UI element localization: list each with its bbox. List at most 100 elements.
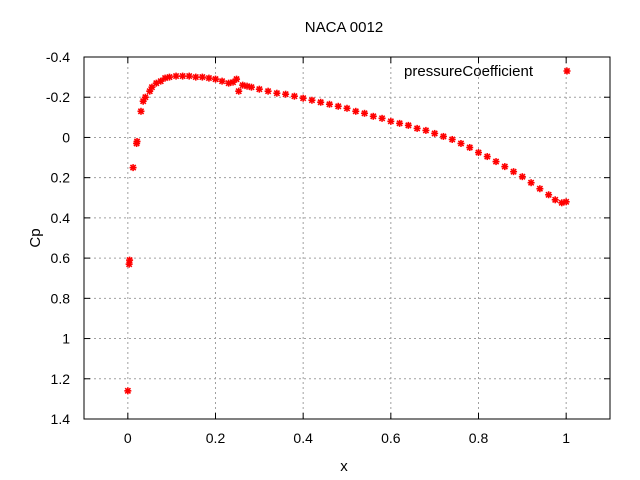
- marker-stroke: [273, 90, 281, 97]
- data-point: [422, 126, 430, 134]
- data-point: [317, 98, 325, 106]
- marker-stroke: [387, 118, 395, 125]
- marker-stroke: [475, 149, 482, 156]
- data-point: [352, 107, 360, 115]
- data-point: [141, 93, 149, 101]
- data-point: [536, 185, 544, 193]
- data-point: [562, 198, 570, 206]
- data-point: [466, 144, 474, 151]
- y-tick-label: 1.4: [51, 411, 71, 427]
- marker-stroke: [519, 173, 526, 180]
- data-point: [218, 77, 226, 85]
- marker-stroke: [124, 387, 132, 395]
- data-point: [192, 73, 200, 81]
- data-point: [545, 191, 553, 199]
- marker-stroke: [527, 179, 535, 186]
- marker-stroke: [199, 73, 206, 81]
- data-point: [510, 168, 518, 176]
- marker-stroke: [361, 110, 368, 117]
- data-point: [137, 107, 145, 115]
- data-point: [124, 387, 132, 395]
- marker-stroke: [205, 74, 213, 82]
- marker-stroke: [212, 75, 219, 83]
- marker-stroke: [492, 158, 500, 165]
- x-tick-label: 0: [124, 430, 132, 446]
- marker-stroke: [248, 83, 255, 91]
- data-point: [501, 163, 509, 171]
- marker-stroke: [484, 153, 491, 160]
- data-point: [165, 73, 173, 81]
- data-point: [133, 137, 141, 145]
- data-point: [179, 72, 187, 80]
- marker-stroke: [343, 105, 351, 112]
- marker-stroke: [233, 75, 240, 83]
- data-point: [431, 129, 439, 137]
- y-tick-label: 0.6: [51, 250, 71, 266]
- y-tick-labels: -0.4 -0.2 0 0.2 0.4 0.6 0.8 1 1.2 1.4: [46, 49, 70, 427]
- marker-stroke: [431, 130, 438, 137]
- chart-title: NACA 0012: [305, 19, 383, 36]
- x-tick-label: 0.2: [206, 430, 226, 446]
- data-point: [334, 102, 342, 110]
- y-tick-label: -0.2: [46, 89, 70, 105]
- x-tick-labels: 0 0.2 0.4 0.6 0.8 1: [124, 430, 570, 446]
- marker-stroke: [370, 113, 377, 120]
- data-point: [527, 179, 535, 187]
- marker-stroke: [457, 140, 465, 147]
- marker-stroke: [186, 72, 193, 80]
- legend: pressureCoefficient: [404, 63, 571, 80]
- data-point: [273, 89, 281, 97]
- marker-stroke: [562, 198, 570, 205]
- y-tick-label: 1: [62, 331, 70, 347]
- marker-stroke: [179, 72, 186, 80]
- data-point: [129, 164, 137, 172]
- y-tick-label: 0: [62, 129, 70, 145]
- marker-stroke: [422, 127, 430, 134]
- y-tick-label: 0.2: [51, 170, 71, 186]
- marker-stroke: [282, 91, 289, 98]
- data-point: [255, 85, 263, 93]
- data-point: [343, 104, 351, 112]
- marker-stroke: [545, 191, 552, 198]
- marker-stroke: [335, 103, 342, 110]
- data-point: [247, 83, 255, 91]
- axis-ticks: [84, 56, 610, 420]
- marker-stroke: [243, 82, 251, 90]
- marker-stroke: [396, 120, 403, 127]
- marker-stroke: [440, 133, 447, 140]
- marker-stroke: [137, 108, 145, 115]
- data-point: [198, 73, 206, 81]
- marker-stroke: [142, 94, 149, 101]
- marker-stroke: [317, 99, 324, 106]
- marker-stroke: [299, 95, 307, 102]
- marker-stroke: [129, 164, 137, 171]
- data-point: [378, 114, 386, 122]
- data-point: [387, 117, 395, 125]
- data-point: [492, 158, 500, 166]
- y-tick-label: 0.4: [51, 210, 71, 226]
- data-point: [439, 132, 447, 140]
- data-point: [264, 87, 272, 95]
- marker-stroke: [510, 168, 517, 175]
- data-point: [325, 100, 333, 108]
- data-point: [551, 196, 559, 204]
- marker-stroke: [449, 136, 456, 143]
- marker-stroke: [166, 73, 173, 81]
- x-tick-label: 0.4: [293, 430, 313, 446]
- y-tick-label: 1.2: [51, 371, 71, 387]
- y-axis-label: Cp: [27, 228, 44, 247]
- data-point: [396, 119, 404, 127]
- marker-stroke: [413, 125, 421, 132]
- data-point: [235, 87, 243, 95]
- marker-stroke: [172, 72, 180, 80]
- marker-stroke: [126, 256, 133, 264]
- x-tick-label: 1: [562, 430, 570, 446]
- marker-stroke: [218, 77, 226, 85]
- data-point: [233, 75, 241, 83]
- legend-label: pressureCoefficient: [404, 63, 534, 80]
- marker-stroke: [552, 196, 559, 203]
- data-point: [282, 90, 290, 98]
- marker-stroke: [239, 81, 246, 89]
- marker-stroke: [466, 144, 473, 151]
